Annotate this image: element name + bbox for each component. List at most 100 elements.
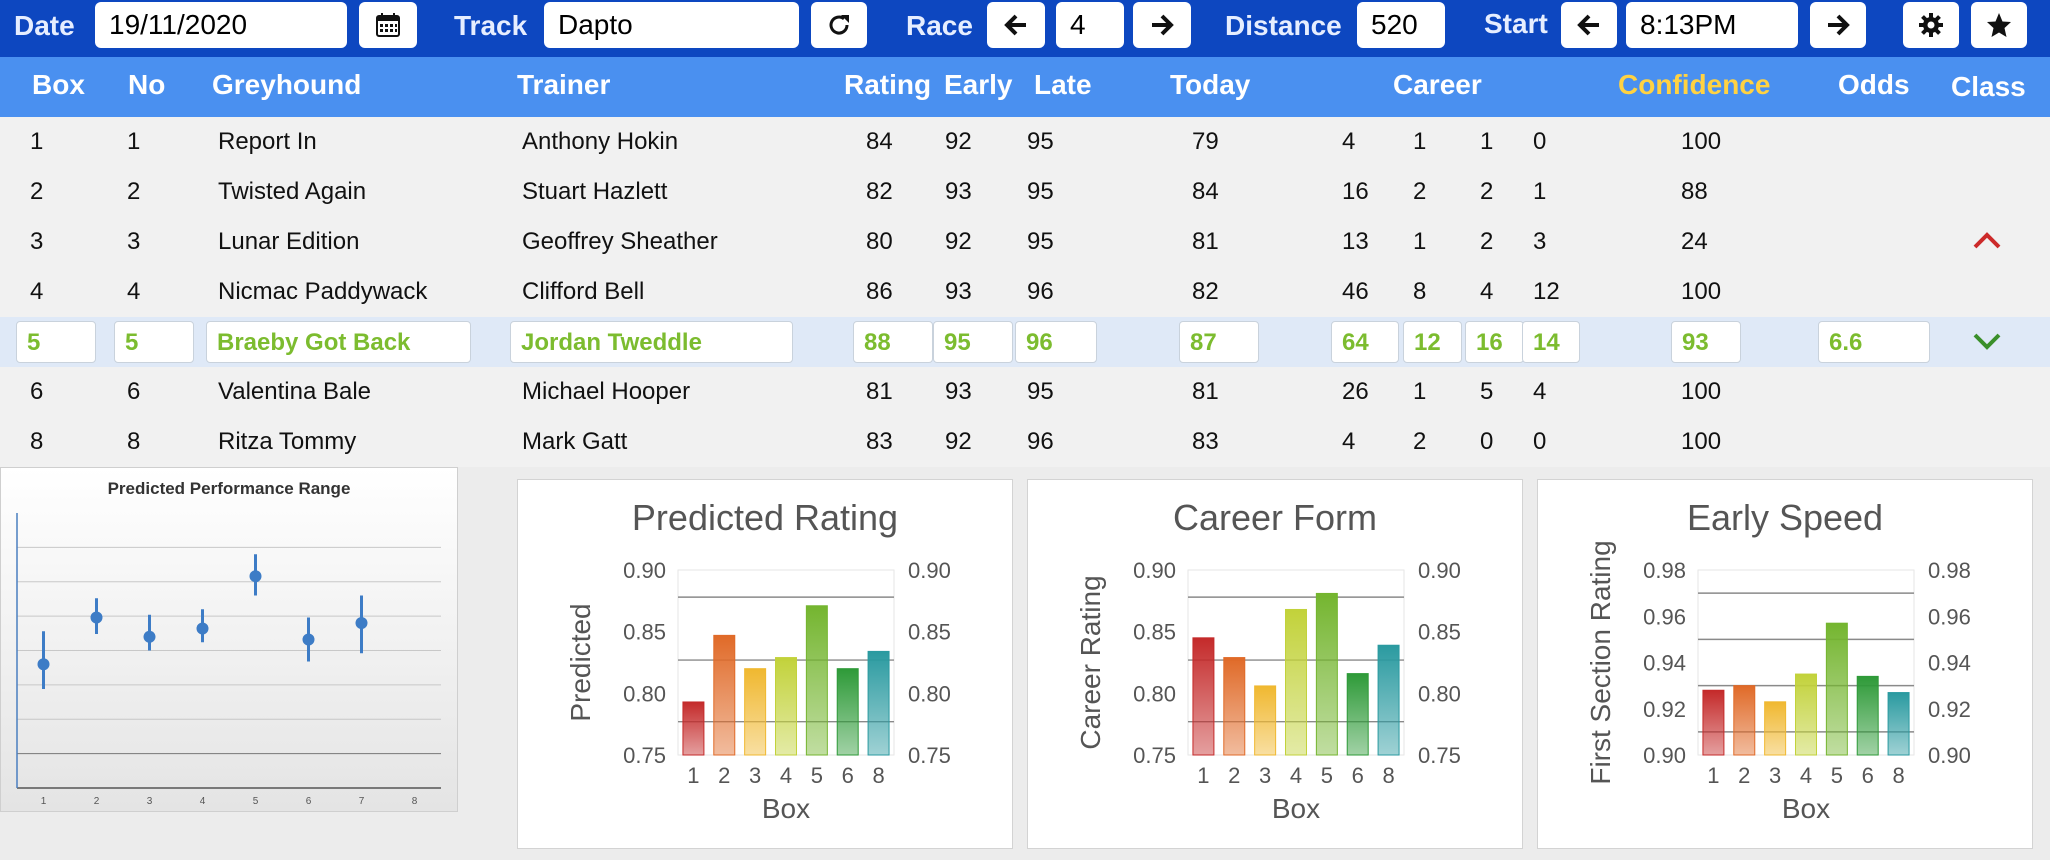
x-tick-label: 2 [1738, 763, 1750, 788]
column-header-no[interactable]: No [128, 69, 166, 100]
trainer-cell[interactable]: Jordan Tweddle [510, 321, 793, 363]
x-tick-label: 2 [1228, 763, 1240, 788]
today-cell[interactable]: 87 [1179, 321, 1259, 363]
column-header-box[interactable]: Box [32, 69, 85, 100]
column-header-greyhound[interactable]: Greyhound [212, 69, 362, 100]
column-header-early[interactable]: Early [944, 69, 1013, 100]
odds-cell[interactable]: 6.6 [1818, 321, 1930, 363]
date-field[interactable]: 19/11/2020 [95, 2, 347, 48]
column-header-class[interactable]: Class [1951, 71, 2026, 102]
race-number-field[interactable]: 4 [1056, 2, 1124, 48]
table-row[interactable]: 2 2 Twisted Again Stuart Hazlett 82 93 95 84 16 2… [0, 167, 2050, 217]
x-tick-label: 5 [253, 796, 259, 807]
settings-button[interactable] [1903, 2, 1959, 48]
column-header-odds[interactable]: Odds [1838, 69, 1910, 100]
early-speed-panel: Early Speed 0.90 0.90 0.92 0.92 0.94 0.94 0.96 0… [1537, 479, 2033, 849]
career-seconds-cell: 2 [1480, 178, 1494, 205]
confidence-cell[interactable]: 93 [1671, 321, 1741, 363]
column-header-confidence[interactable]: Confidence [1618, 69, 1771, 100]
performance-range-chart: Predicted Performance Range 1 2 3 4 5 6 7 8 [0, 467, 458, 812]
x-tick-label: 3 [1259, 763, 1271, 788]
career-thirds-cell[interactable]: 14 [1522, 321, 1580, 363]
favorite-button[interactable] [1971, 2, 2027, 48]
y2-tick-label: 0.85 [1418, 620, 1461, 645]
x-axis-label: Box [1272, 793, 1320, 824]
y-axis-label: Career Rating [1075, 575, 1106, 749]
column-header-career[interactable]: Career [1393, 69, 1482, 100]
y2-tick-label: 0.90 [1928, 743, 1971, 768]
x-tick-label: 2 [718, 763, 730, 788]
early-cell[interactable]: 95 [933, 321, 1013, 363]
today-cell: 81 [1192, 378, 1219, 405]
box-cell: 1 [30, 128, 44, 155]
x-tick-label: 8 [1892, 763, 1904, 788]
table-row[interactable]: 6 6 Valentina Bale Michael Hooper 81 93 95 81 26… [0, 367, 2050, 417]
confidence-cell: 88 [1681, 178, 1708, 205]
calendar-button[interactable] [359, 2, 417, 48]
x-tick-label: 8 [872, 763, 884, 788]
table-row[interactable]: 1 1 Report In Anthony Hokin 84 92 95 79 4 1 1 0 100 [0, 117, 2050, 167]
career-seconds-cell: 4 [1480, 278, 1494, 305]
late-cell[interactable]: 96 [1015, 321, 1097, 363]
x-tick-label: 8 [412, 796, 418, 807]
arrow-left-icon [1004, 14, 1026, 36]
box-cell: 4 [30, 278, 44, 305]
y2-tick-label: 0.85 [908, 620, 951, 645]
x-axis-label: Box [1782, 793, 1830, 824]
race-prev-button[interactable] [987, 2, 1045, 48]
career-wins-cell: 2 [1413, 428, 1427, 455]
box-cell[interactable]: 5 [16, 321, 96, 363]
start-prev-button[interactable] [1561, 2, 1617, 48]
table-row[interactable]: 5 5 Braeby Got Back Jordan Tweddle 88 95 96 87 6… [0, 317, 2050, 367]
no-cell: 3 [127, 228, 141, 255]
career-seconds-cell[interactable]: 16 [1465, 321, 1524, 363]
today-cell: 83 [1192, 428, 1219, 455]
career-starts-cell: 4 [1342, 128, 1356, 155]
y-tick-label: 0.75 [1133, 743, 1176, 768]
no-cell: 6 [127, 378, 141, 405]
y-tick-label: 0.90 [1133, 558, 1176, 583]
career-wins-cell[interactable]: 12 [1403, 321, 1462, 363]
table-header: Box No Greyhound Trainer Rating Early La… [0, 57, 2050, 117]
race-next-button[interactable] [1133, 2, 1191, 48]
late-cell: 96 [1027, 278, 1054, 305]
y-tick-label: 0.98 [1643, 558, 1686, 583]
refresh-button[interactable] [811, 2, 867, 48]
table-row[interactable]: 4 4 Nicmac Paddywack Clifford Bell 86 93 96 82 4… [0, 267, 2050, 317]
rating-cell: 86 [866, 278, 893, 305]
column-header-today[interactable]: Today [1170, 69, 1251, 100]
charts-area: Predicted Performance Range 1 2 3 4 5 6 7 8 Pred… [0, 467, 2050, 860]
career-starts-cell[interactable]: 64 [1331, 321, 1399, 363]
table-row[interactable]: 8 8 Ritza Tommy Mark Gatt 83 92 96 83 4 2 0 0 100 [0, 417, 2050, 467]
start-next-button[interactable] [1810, 2, 1866, 48]
predicted-rating-chart: Predicted Rating 0.75 0.75 0.80 0.80 0.85 0.85… [565, 497, 951, 824]
greyhound-cell[interactable]: Braeby Got Back [206, 321, 471, 363]
start-time-field[interactable]: 8:13PM [1626, 2, 1798, 48]
career-thirds-cell: 0 [1533, 428, 1547, 455]
gear-icon [1919, 13, 1943, 37]
track-field[interactable]: Dapto [544, 2, 799, 48]
no-cell[interactable]: 5 [114, 321, 194, 363]
late-cell: 95 [1027, 178, 1054, 205]
chart-title: Career Form [1173, 497, 1377, 538]
career-thirds-cell: 12 [1533, 278, 1560, 305]
bar [1315, 592, 1338, 756]
box-cell: 8 [30, 428, 44, 455]
column-header-trainer[interactable]: Trainer [517, 69, 611, 100]
career-seconds-cell: 0 [1480, 428, 1494, 455]
date-label: Date [14, 10, 75, 41]
y-tick-label: 0.92 [1643, 697, 1686, 722]
column-header-rating[interactable]: Rating [844, 69, 932, 100]
confidence-cell: 100 [1681, 278, 1722, 305]
rating-cell: 83 [866, 428, 893, 455]
column-header-late[interactable]: Late [1034, 69, 1092, 100]
distance-field[interactable]: 520 [1357, 2, 1445, 48]
start-label: Start [1484, 8, 1548, 39]
career-thirds-cell: 1 [1533, 178, 1547, 205]
rating-cell[interactable]: 88 [853, 321, 933, 363]
table-row[interactable]: 3 3 Lunar Edition Geoffrey Sheather 80 92 95 81… [0, 217, 2050, 267]
data-point [355, 617, 368, 629]
y-tick-label: 0.85 [1133, 620, 1176, 645]
bar [1825, 622, 1848, 756]
late-cell: 95 [1027, 128, 1054, 155]
